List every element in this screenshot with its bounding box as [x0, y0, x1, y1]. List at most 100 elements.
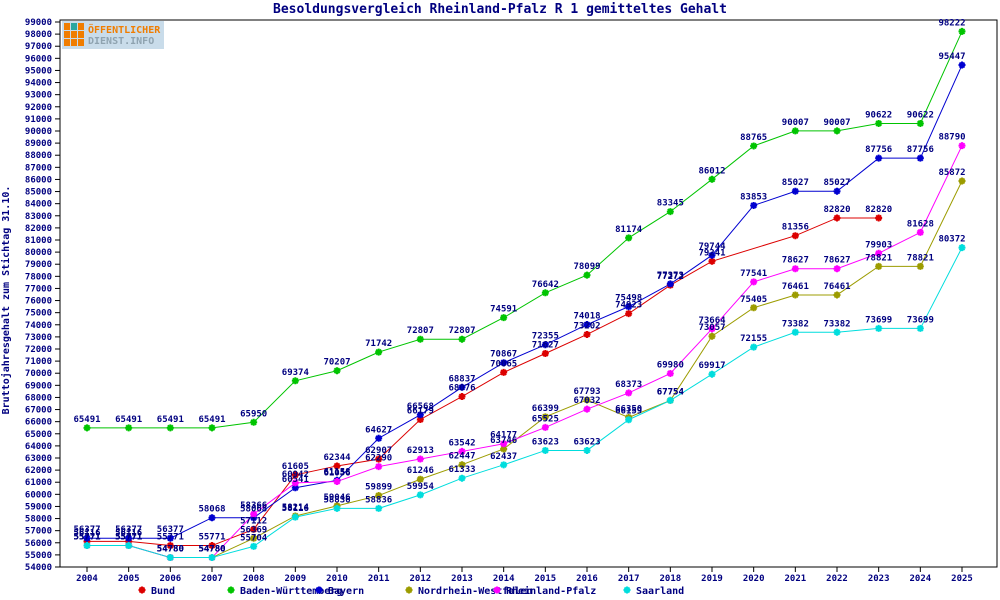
data-label-Baden-Württemberg: 78099: [573, 262, 600, 272]
y-tick-label: 91000: [25, 115, 52, 125]
y-tick-label: 89000: [25, 139, 52, 149]
data-point-Bayern: [125, 534, 133, 542]
y-tick-label: 80000: [25, 248, 52, 258]
legend-item-Nordrhein-Westfalen: Nordrhein-Westfalen: [405, 585, 532, 597]
y-tick-label: 74000: [25, 321, 52, 331]
x-tick-label: 2016: [576, 574, 598, 584]
data-label-Baden-Württemberg: 65491: [115, 415, 142, 425]
data-label-Bund: 68076: [448, 384, 475, 394]
data-point-Baden-Württemberg: [500, 314, 508, 322]
data-point-Saarland: [375, 504, 383, 512]
data-point-Baden-Württemberg: [541, 289, 549, 297]
data-point-Rheinland-Pfalz: [541, 423, 549, 431]
data-label-Rheinland-Pfalz: 78627: [823, 256, 850, 266]
data-point-Bayern: [458, 383, 466, 391]
data-point-Bund: [791, 232, 799, 240]
data-label-Saarland: 55704: [240, 533, 268, 543]
data-label-Nordrhein-Westfalen: 66399: [532, 404, 559, 414]
series-line-Rheinland-Pfalz: [87, 145, 963, 559]
y-tick-label: 86000: [25, 175, 52, 185]
data-label-Saarland: 54780: [198, 545, 225, 555]
data-point-Saarland: [625, 416, 633, 424]
x-tick-label: 2009: [284, 574, 306, 584]
y-tick-label: 84000: [25, 200, 52, 210]
y-axis-title: Bruttojahresgehalt zum Stichtag 31.10.: [0, 186, 12, 415]
data-label-Nordrhein-Westfalen: 73057: [698, 323, 725, 333]
data-point-Rheinland-Pfalz: [250, 510, 258, 518]
x-tick-label: 2018: [659, 574, 681, 584]
y-tick-label: 77000: [25, 284, 52, 294]
data-point-Baden-Württemberg: [208, 424, 216, 432]
data-label-Nordrhein-Westfalen: 54780: [157, 545, 184, 555]
data-point-Saarland: [500, 461, 508, 469]
data-label-Saarland: 73699: [865, 315, 892, 325]
data-label-Nordrhein-Westfalen: 76461: [823, 282, 850, 292]
y-tick-label: 76000: [25, 297, 52, 307]
data-label-Bund: 57112: [240, 516, 267, 526]
x-tick-label: 2019: [701, 574, 723, 584]
data-label-Nordrhein-Westfalen: 78821: [865, 253, 892, 263]
data-label-Bayern: 61158: [323, 467, 350, 477]
data-point-Rheinland-Pfalz: [375, 463, 383, 471]
data-label-Saarland: 69917: [698, 361, 725, 371]
data-point-Baden-Württemberg: [375, 348, 383, 356]
data-point-Nordrhein-Westfalen: [958, 177, 966, 185]
data-point-Baden-Württemberg: [583, 271, 591, 279]
data-label-Saarland: 58836: [323, 495, 350, 505]
data-point-Nordrhein-Westfalen: [708, 332, 716, 340]
data-point-Saarland: [916, 324, 924, 332]
data-label-Bayern: 87756: [907, 145, 934, 155]
data-point-Nordrhein-Westfalen: [416, 475, 424, 483]
data-label-Bayern: 87756: [865, 145, 892, 155]
y-tick-label: 72000: [25, 345, 52, 355]
legend-label: Baden-Württemberg: [240, 586, 342, 597]
data-label-Bund: 56116: [115, 528, 142, 538]
data-point-Saarland: [208, 554, 216, 562]
data-point-Nordrhein-Westfalen: [500, 445, 508, 453]
data-point-Bayern: [833, 187, 841, 195]
data-point-Saarland: [458, 474, 466, 482]
data-label-Bund: 66179: [407, 406, 434, 416]
data-label-Bayern: 64627: [365, 425, 392, 435]
data-point-Saarland: [250, 542, 258, 550]
data-label-Bund: 81356: [782, 223, 809, 233]
data-point-Rheinland-Pfalz: [833, 265, 841, 273]
data-label-Bayern: 79744: [698, 242, 726, 252]
y-tick-label: 68000: [25, 393, 52, 403]
data-label-Nordrhein-Westfalen: 66350: [615, 404, 642, 414]
y-tick-label: 73000: [25, 333, 52, 343]
x-tick-label: 2014: [493, 574, 515, 584]
data-label-Saarland: 59954: [407, 482, 435, 492]
y-tick-label: 69000: [25, 381, 52, 391]
x-tick-label: 2021: [784, 574, 806, 584]
data-point-Bayern: [541, 341, 549, 349]
data-label-Rheinland-Pfalz: 65525: [532, 414, 559, 424]
data-point-Saarland: [83, 542, 91, 550]
y-tick-label: 82000: [25, 224, 52, 234]
data-point-Saarland: [541, 446, 549, 454]
x-tick-label: 2017: [618, 574, 640, 584]
logo-square-orange: [71, 39, 77, 46]
y-tick-label: 63000: [25, 454, 52, 464]
data-label-Rheinland-Pfalz: 68373: [615, 380, 642, 390]
x-tick-label: 2006: [159, 574, 181, 584]
logo-square-orange: [64, 31, 70, 38]
y-tick-label: 99000: [25, 18, 52, 28]
data-label-Baden-Württemberg: 88765: [740, 133, 767, 143]
data-label-Rheinland-Pfalz: 62913: [407, 446, 434, 456]
data-point-Baden-Württemberg: [125, 424, 133, 432]
legend-label: Rheinland-Pfalz: [506, 585, 596, 597]
data-label-Baden-Württemberg: 69374: [282, 368, 310, 378]
x-tick-label: 2008: [243, 574, 265, 584]
y-axis: 54000 55000 56000 57000 58000 59000 60000 61000…: [25, 18, 60, 573]
legend-label: Nordrhein-Westfalen: [418, 585, 532, 597]
legend-item-Rheinland-Pfalz: Rheinland-Pfalz: [493, 585, 596, 597]
data-point-Bund: [458, 393, 466, 401]
data-point-Saarland: [708, 370, 716, 378]
y-tick-label: 94000: [25, 79, 52, 89]
data-label-Bund: 74923: [615, 301, 642, 311]
data-point-Rheinland-Pfalz: [416, 455, 424, 463]
data-point-Bund: [333, 462, 341, 470]
data-point-Bayern: [208, 514, 216, 522]
